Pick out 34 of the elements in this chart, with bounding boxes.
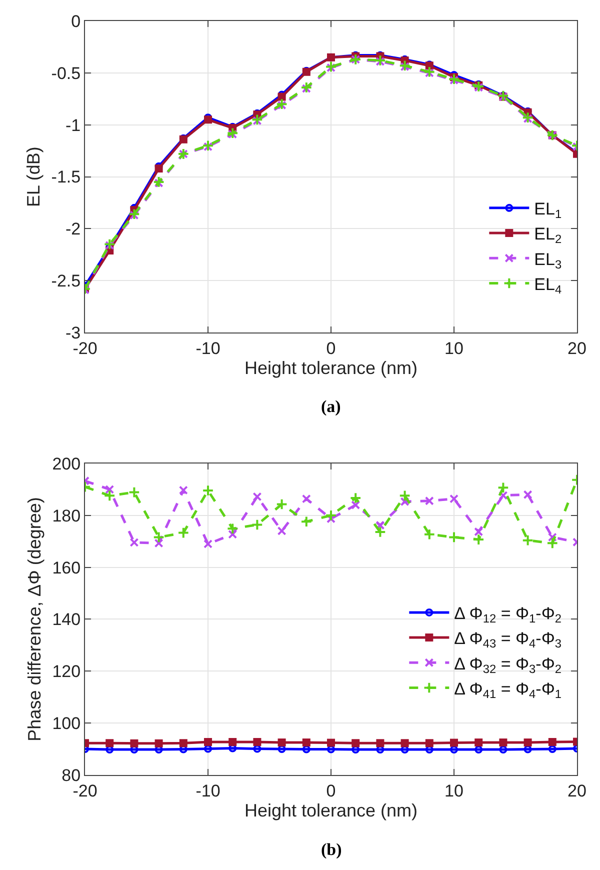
legend-label: EL$_{3}$ — [534, 250, 562, 272]
x-tick-label: 0 — [326, 338, 336, 358]
y-tick-label: -1.5 — [51, 168, 81, 187]
y-tick-label: 120 — [52, 662, 81, 682]
y-tick-label: 140 — [52, 610, 81, 630]
y-tick-label: -2 — [65, 220, 81, 239]
x-tick-label: 20 — [568, 338, 586, 358]
legend-label: Δ Φ$_{12}$ = Φ$_{1}$-Φ$_{2}$ — [454, 604, 562, 626]
y-tick-label: -2.5 — [51, 272, 81, 291]
y-tick-label: 100 — [52, 714, 81, 734]
legend-label: Δ Φ$_{43}$ = Φ$_{4}$-Φ$_{3}$ — [454, 629, 562, 651]
y-tick-label: -0.5 — [51, 64, 81, 83]
y-tick-label: 160 — [52, 558, 81, 578]
x-axis-title: Height tolerance (nm) — [244, 358, 418, 378]
legend-label: Δ Φ$_{41}$ = Φ$_{4}$-Φ$_{1}$ — [454, 679, 562, 701]
legend-label: EL$_{1}$ — [534, 200, 562, 222]
y-tick-label: -1 — [65, 116, 81, 135]
x-tick-label: 0 — [326, 781, 336, 800]
text: (b) — [321, 840, 342, 859]
y-axis-title: Phase difference, ΔΦ (degree) — [24, 497, 44, 742]
y-tick-label: 180 — [52, 506, 81, 526]
y-axis-title: EL (dB) — [24, 146, 44, 207]
x-tick-label: -10 — [196, 781, 220, 800]
legend-label: Δ Φ$_{32}$ = Φ$_{3}$-Φ$_{2}$ — [454, 654, 562, 676]
x-tick-label: -10 — [196, 338, 220, 358]
y-tick-label: 0 — [71, 12, 81, 31]
legend-label: EL$_{2}$ — [534, 224, 562, 246]
y-tick-label: 200 — [52, 454, 81, 474]
text: (a) — [321, 397, 341, 416]
legend-label: EL$_{4}$ — [534, 274, 562, 296]
x-axis-title: Height tolerance (nm) — [244, 800, 418, 820]
x-tick-label: 10 — [444, 338, 464, 358]
x-tick-label: 10 — [444, 781, 464, 800]
x-tick-label: 20 — [568, 781, 586, 800]
